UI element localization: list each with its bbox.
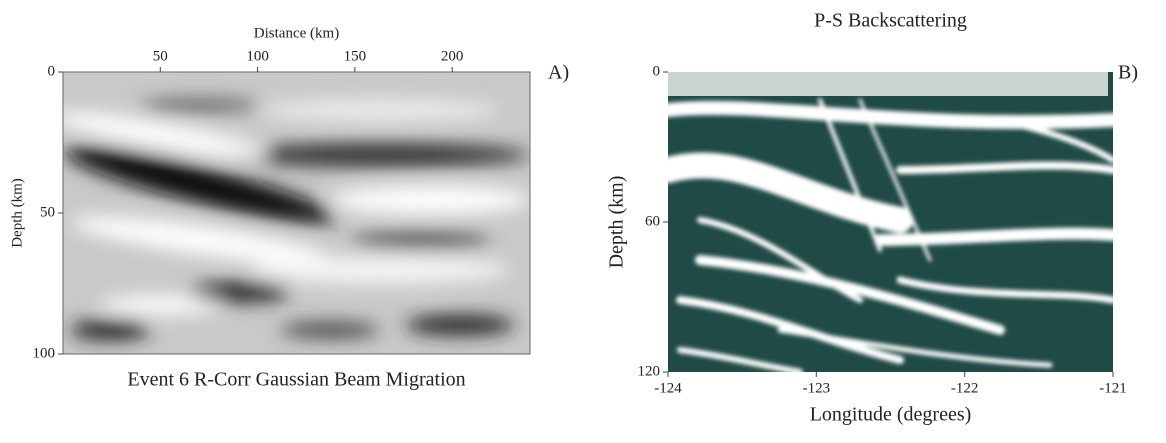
x-tick-label: -124 <box>654 380 682 396</box>
panel-label: B) <box>1118 62 1138 84</box>
image-a <box>63 72 530 354</box>
x-tick-label: 200 <box>441 48 464 64</box>
image-b <box>668 72 1113 372</box>
panel-label: A) <box>548 62 569 84</box>
y-tick-label: 50 <box>40 204 55 220</box>
y-tick-label: 0 <box>653 63 661 79</box>
chart-title: P-S Backscattering <box>814 10 967 32</box>
y-tick-label: 100 <box>33 345 56 361</box>
x-tick-label: 100 <box>246 48 269 64</box>
x-tick-label: 50 <box>153 48 168 64</box>
y-tick-label: 60 <box>645 213 660 229</box>
x-axis-label: Longitude (degrees) <box>810 404 972 426</box>
x-axis-label: Distance (km) <box>254 25 339 41</box>
y-axis-label: Depth (km) <box>9 178 25 248</box>
x-tick-label: -122 <box>951 380 979 396</box>
x-tick-label: -121 <box>1099 380 1127 396</box>
y-axis-label: Depth (km) <box>606 176 628 269</box>
x-tick-label: -123 <box>803 380 831 396</box>
y-tick-label: 120 <box>638 363 661 379</box>
y-tick-label: 0 <box>48 63 56 79</box>
caption: Event 6 R-Corr Gaussian Beam Migration <box>127 369 465 391</box>
x-tick-label: 150 <box>344 48 367 64</box>
